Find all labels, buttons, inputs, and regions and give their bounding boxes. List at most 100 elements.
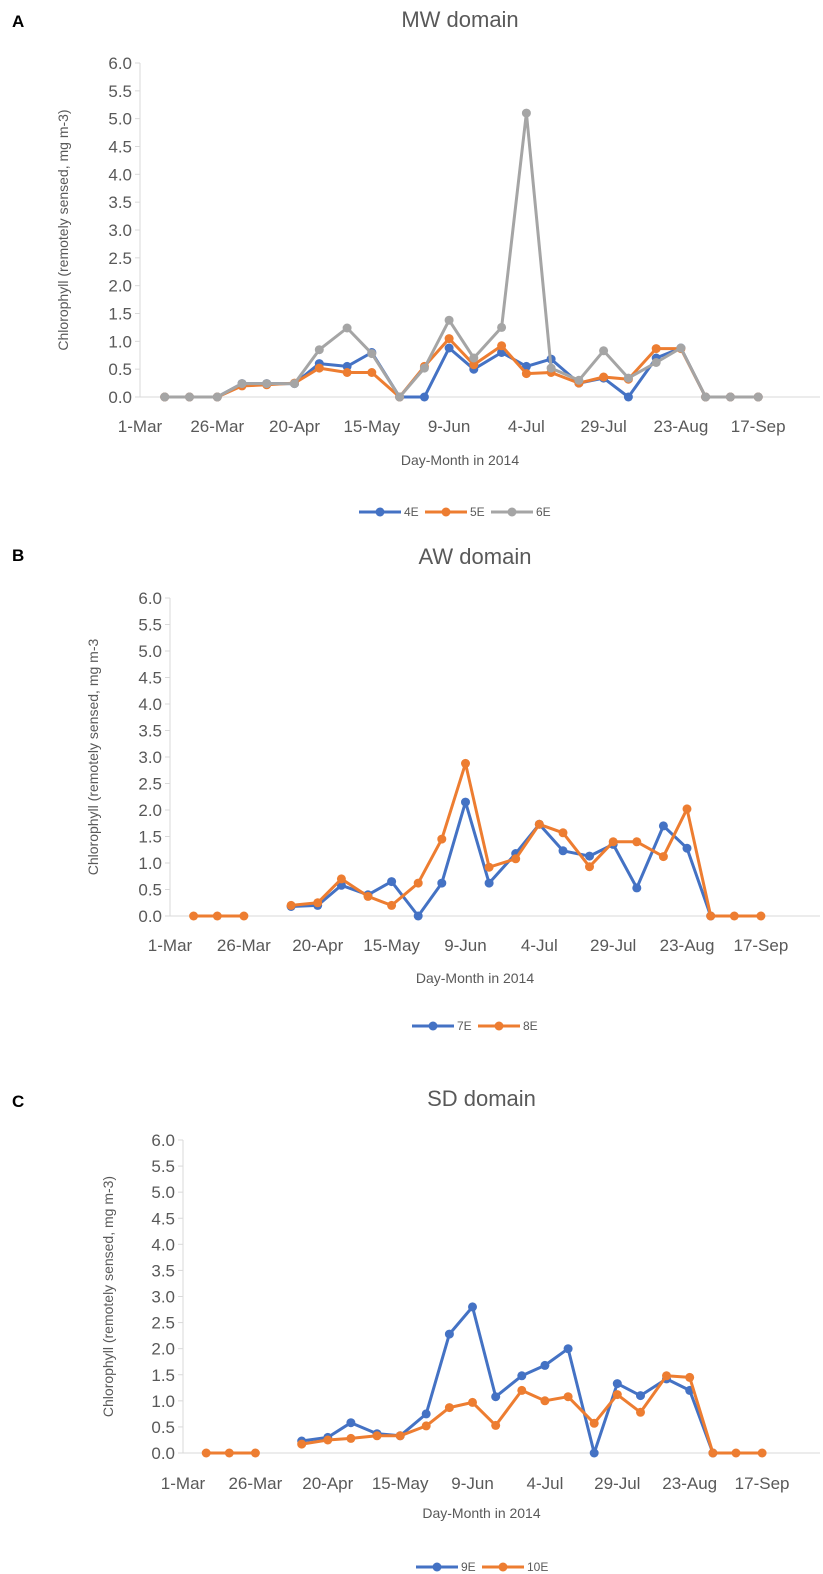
- legend-label-series-9e: 9E: [461, 1560, 476, 1574]
- y-tick-label: 1.0: [108, 332, 132, 351]
- series-9e-point: [444, 1329, 454, 1339]
- series-6e-point: [753, 392, 763, 402]
- y-tick-label: 6.0: [138, 589, 162, 608]
- legend-marker-series-8e: [494, 1021, 504, 1031]
- chart-panel-c: C SD domain 0.0 0.5 1.0 1.5 2.0 2.5 3.0 3.5 4.0 4.…: [0, 1078, 823, 1574]
- series-8e-point: [286, 900, 296, 910]
- series-10e-point: [540, 1396, 550, 1406]
- series-8e-point: [313, 898, 323, 908]
- y-axis-label: Chlorophyll (remotely sensed, mg m-3): [100, 1176, 116, 1417]
- x-tick-label: 15-May: [343, 417, 400, 436]
- series-10e-point: [708, 1448, 718, 1458]
- series-5e-point: [444, 334, 454, 344]
- series-4e-point: [521, 361, 531, 371]
- series-7e-point: [682, 843, 692, 853]
- series-8e-point: [387, 900, 397, 910]
- legend-label-series-6e: 6E: [536, 505, 551, 519]
- series-9e-point: [346, 1418, 356, 1428]
- y-tick-label: 4.0: [151, 1235, 175, 1254]
- series-10e-point: [346, 1433, 356, 1443]
- chart-panel-b: B AW domain 0.0 0.5 1.0 1.5 2.0 2.5 3.0 3.5 4.0 4.…: [0, 535, 823, 1040]
- series-5e-point: [469, 360, 479, 370]
- y-tick-label: 5.0: [108, 110, 132, 129]
- series-5e-point: [314, 363, 324, 373]
- series-5e-line: [164, 337, 759, 399]
- series-7e-point: [558, 846, 568, 856]
- series-10e-point: [662, 1371, 671, 1381]
- y-tick-label: 3.0: [151, 1288, 175, 1307]
- series-7e-line: [291, 800, 713, 918]
- series-6e-point: [651, 358, 661, 367]
- series-6e-point: [237, 379, 247, 389]
- y-tick-label: 2.5: [151, 1314, 175, 1333]
- x-tick-label: 23-Aug: [660, 936, 715, 955]
- x-tick-label: 26-Mar: [190, 417, 244, 436]
- x-tick-label: 20-Apr: [269, 417, 320, 436]
- series-6e-point: [521, 108, 531, 118]
- series-8e-point: [608, 837, 618, 847]
- series-4e-point: [419, 392, 429, 402]
- x-tick-label: 4-Jul: [508, 417, 545, 436]
- series-6e-point: [212, 392, 222, 402]
- panel-letter: C: [12, 1092, 25, 1111]
- y-tick-label: 4.5: [138, 669, 162, 688]
- chart-title: AW domain: [419, 544, 532, 569]
- x-tick-label: 9-Jun: [451, 1474, 494, 1493]
- series-8e-point: [706, 911, 716, 921]
- series-9e-point: [421, 1409, 431, 1419]
- x-tick-label: 23-Aug: [653, 417, 708, 436]
- series-8e-point: [658, 852, 668, 862]
- x-tick-label: 17-Sep: [733, 936, 788, 955]
- y-tick-label: 6.0: [151, 1131, 175, 1150]
- series-7e-point: [387, 877, 397, 887]
- y-tick-label: 1.5: [151, 1366, 175, 1385]
- series-10e-point: [731, 1448, 741, 1458]
- series-10e-point: [612, 1390, 622, 1400]
- legend-label-series-4e: 4E: [404, 505, 419, 519]
- series-5e-point: [497, 341, 507, 351]
- y-tick-label: 3.0: [138, 748, 162, 767]
- y-tick-label: 2.0: [151, 1340, 175, 1359]
- panel-letter: A: [12, 12, 25, 31]
- series-7e-point: [484, 878, 494, 888]
- series-6e-point: [314, 345, 324, 355]
- series-6e-point: [290, 379, 299, 389]
- chart-svg: MW domain 0.0 0.5 1.0 1.5 2.0 2.5 3.0 3.5 4.0 4.5 5…: [55, 7, 820, 519]
- series-7e-point: [413, 911, 423, 921]
- series-6e-point: [469, 353, 479, 363]
- series-5e-point: [367, 368, 377, 377]
- y-axis-label: Chlorophyll (remotely sensed, mg m-3: [85, 639, 101, 876]
- series-10e-point: [589, 1418, 599, 1428]
- series-8e-point: [534, 819, 544, 829]
- series-9e-point: [563, 1344, 573, 1354]
- series-6e-point: [546, 363, 556, 373]
- series-6e-point: [342, 323, 352, 333]
- x-tick-label: 26-Mar: [217, 936, 271, 955]
- legend-marker-series-9e: [432, 1562, 442, 1572]
- y-tick-label: 5.5: [108, 82, 132, 101]
- series-9e-line: [301, 1305, 715, 1455]
- chart-svg: AW domain 0.0 0.5 1.0 1.5 2.0 2.5 3.0 3.5 4.0 4.5 5…: [85, 544, 820, 1033]
- legend-marker-series-10e: [498, 1562, 508, 1572]
- series-5e-point: [521, 369, 531, 379]
- series-9e-point: [540, 1360, 550, 1370]
- y-tick-label: 3.5: [138, 722, 162, 741]
- series-6e-point: [367, 349, 377, 359]
- series-6e-point: [725, 392, 735, 402]
- y-tick-label: 3.5: [151, 1261, 175, 1280]
- y-tick-label: 0.0: [108, 388, 132, 407]
- legend-label-series-8e: 8E: [523, 1019, 538, 1033]
- x-tick-label: 1-Mar: [161, 1474, 206, 1493]
- y-tick-label: 0.0: [151, 1444, 175, 1463]
- y-tick-label: 1.0: [138, 854, 162, 873]
- series-8e-point: [189, 911, 199, 921]
- x-tick-label: 29-Jul: [590, 936, 636, 955]
- series-9e-point: [612, 1379, 622, 1389]
- series-6e-point: [574, 375, 584, 385]
- y-tick-label: 4.5: [108, 138, 132, 157]
- series-6e-point: [419, 363, 429, 373]
- x-tick-label: 1-Mar: [118, 417, 163, 436]
- y-tick-label: 1.5: [108, 305, 132, 324]
- y-tick-label: 5.5: [138, 616, 162, 635]
- series-10e-point: [685, 1372, 695, 1382]
